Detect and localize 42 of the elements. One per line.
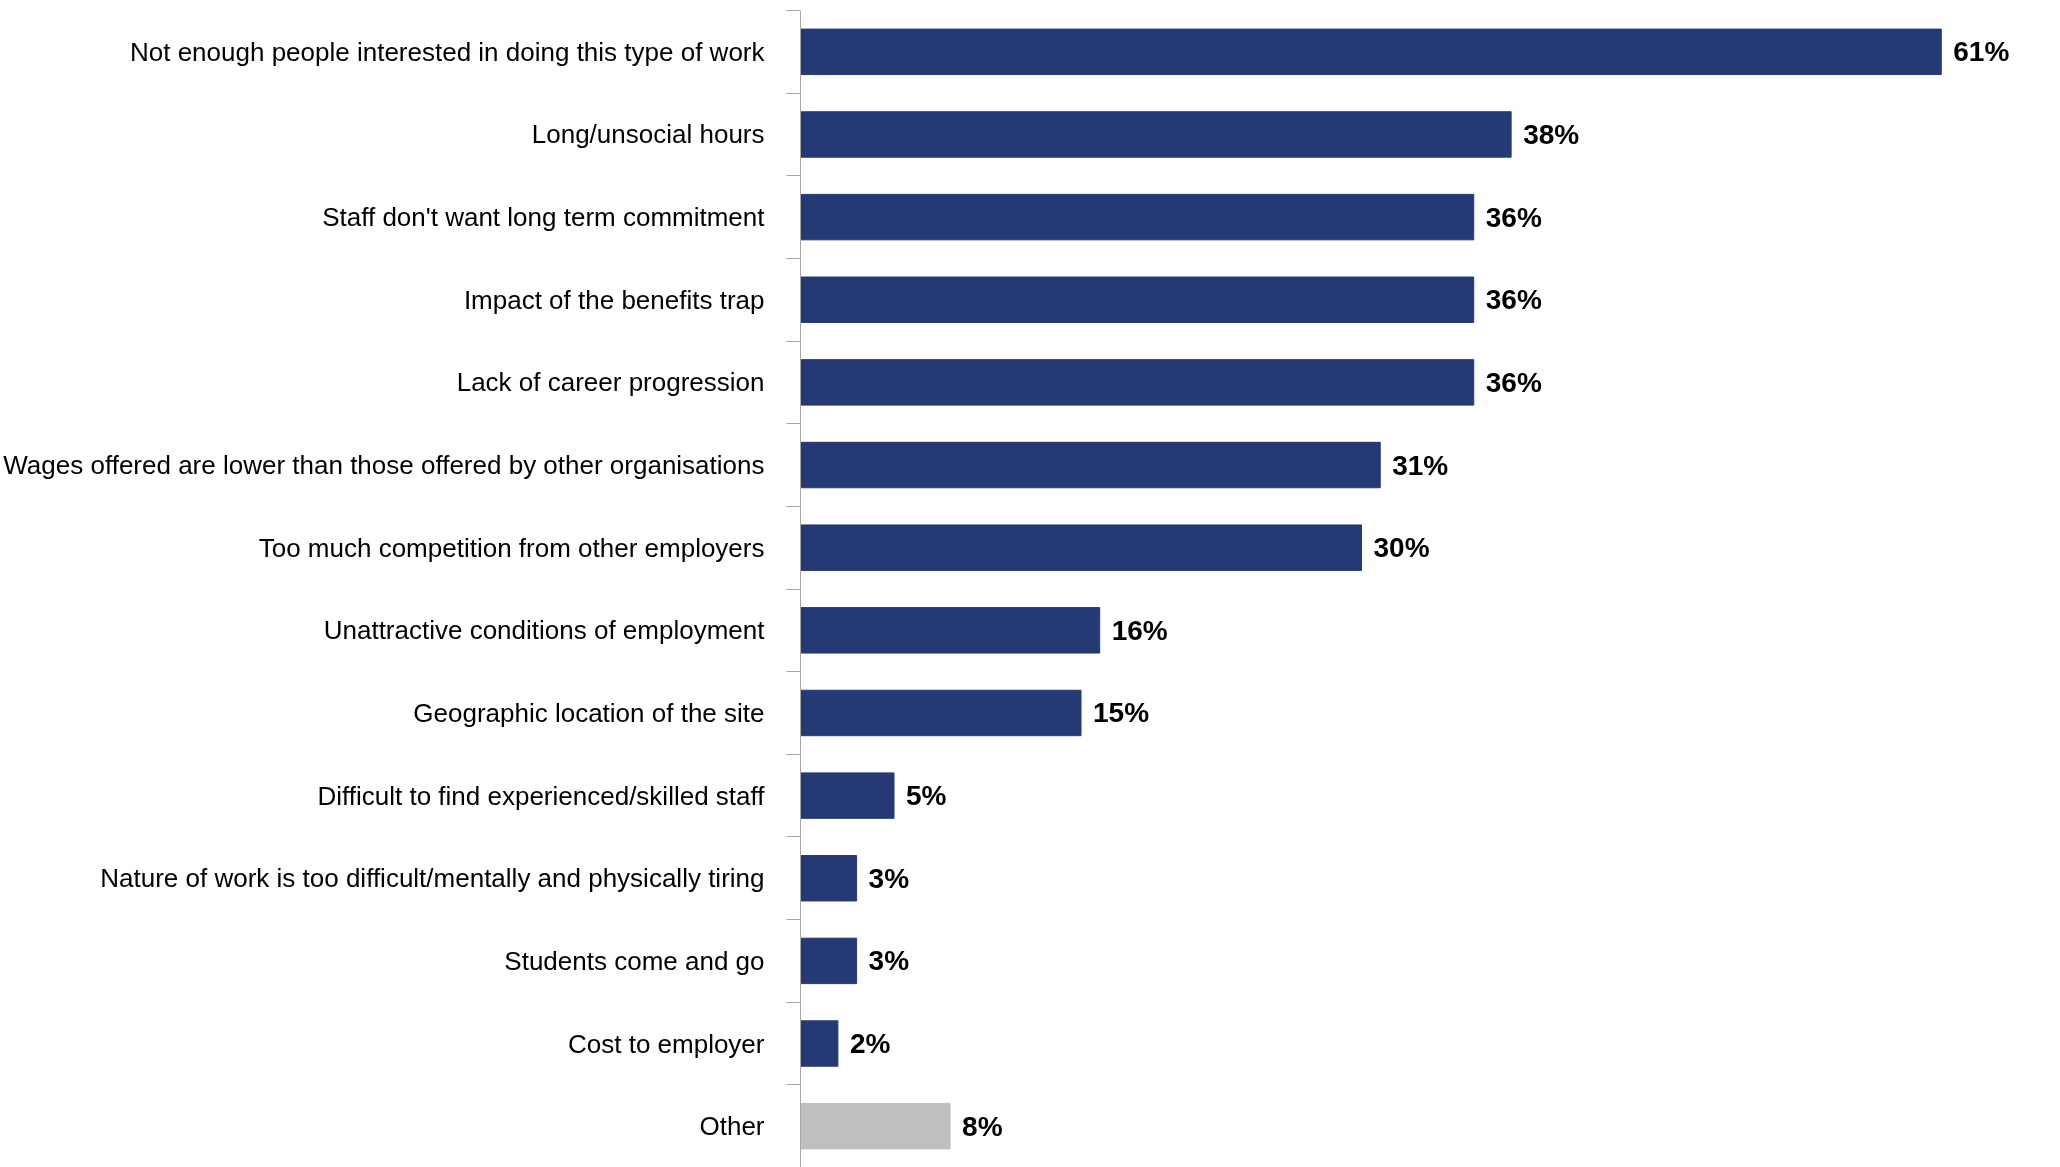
- data-label: 5%: [906, 780, 947, 812]
- data-label: 2%: [849, 1028, 891, 1060]
- data-label: 38%: [1523, 118, 1580, 150]
- bar: [800, 937, 858, 985]
- y-tick-label: Too much competition from other employers: [258, 532, 765, 563]
- bar: [800, 28, 1942, 76]
- data-label: 61%: [1953, 36, 2010, 68]
- y-tick-label: Cost to employer: [567, 1028, 765, 1059]
- data-label: 30%: [1373, 532, 1430, 564]
- y-tick-label: Other: [699, 1111, 765, 1142]
- bar: [800, 1020, 839, 1067]
- bar: [800, 1102, 951, 1150]
- bar: [800, 111, 1512, 158]
- y-tick-label: Wages offered are lower than those offered by other organisations: [3, 450, 765, 481]
- data-label: 15%: [1093, 697, 1150, 729]
- bar: [800, 855, 858, 902]
- data-label: 3%: [868, 862, 910, 894]
- bar: [800, 772, 895, 819]
- y-tick-label: Impact of the benefits trap: [463, 284, 765, 315]
- y-tick-label: Unattractive conditions of employment: [323, 615, 766, 646]
- data-label: 8%: [962, 1110, 1003, 1142]
- bar: [800, 276, 1475, 323]
- y-tick-label: Difficult to find experienced/skilled staff: [317, 780, 766, 811]
- bar: [800, 524, 1363, 571]
- y-tick-label: Not enough people interested in doing this type of work: [129, 36, 766, 67]
- bar: [800, 689, 1082, 737]
- data-label: 16%: [1111, 614, 1168, 646]
- y-tick-label: Lack of career progression: [456, 367, 765, 398]
- data-label: 31%: [1392, 449, 1449, 481]
- data-label: 36%: [1485, 201, 1542, 233]
- bar: [800, 359, 1475, 406]
- y-tick-label: Students come and go: [504, 945, 765, 976]
- bar: [800, 441, 1381, 489]
- y-tick-label: Long/unsocial hours: [531, 119, 765, 150]
- y-tick-label: Staff don't want long term commitment: [322, 202, 766, 233]
- y-tick-label: Geographic location of the site: [413, 697, 765, 728]
- data-label: 36%: [1485, 284, 1542, 316]
- y-tick-label: Nature of work is too difficult/mentally and physically tiring: [100, 863, 765, 894]
- bar: [800, 193, 1475, 241]
- bar: [800, 607, 1101, 654]
- data-label: 36%: [1485, 366, 1542, 398]
- data-label: 3%: [868, 945, 910, 977]
